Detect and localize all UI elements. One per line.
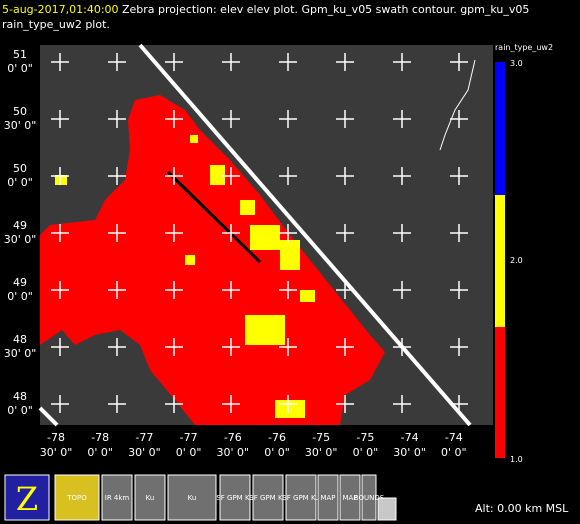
lon-label: 30' 0": [217, 446, 250, 459]
toolbar-button[interactable]: SF GPM Ku: [216, 474, 254, 521]
lon-label: -77: [135, 431, 153, 444]
button-label: Ku: [188, 494, 197, 502]
lat-label: 0' 0": [7, 62, 33, 75]
colorbar-label: 3.0: [510, 59, 523, 68]
rain-area: [40, 95, 385, 425]
button-face: [317, 474, 339, 521]
lat-label: 0' 0": [7, 404, 33, 417]
button-face: [285, 474, 317, 521]
coastline: [439, 59, 476, 151]
toolbar-button[interactable]: MAP: [339, 474, 361, 521]
lon-label: -75: [312, 431, 330, 444]
colorbar-segment: [495, 195, 505, 327]
toolbar-button[interactable]: SF GPM Ku: [249, 474, 287, 521]
lat-label: 0' 0": [7, 290, 33, 303]
colorbar: rain_type_uw2: [495, 43, 553, 458]
lat-label: 48: [13, 333, 27, 346]
button-face: [252, 474, 284, 521]
button-face: [167, 474, 217, 521]
lat-label: 30' 0": [4, 347, 37, 360]
button-label: Z: [16, 480, 38, 518]
track-line: [166, 170, 262, 264]
button-label: IR 4km: [105, 494, 130, 502]
lat-label: 30' 0": [4, 119, 37, 132]
graticule: [51, 53, 468, 413]
toolbar-button[interactable]: SF GPM Ku: [282, 474, 320, 521]
lon-label: -74: [445, 431, 463, 444]
button-label: SF GPM Ku: [216, 494, 253, 502]
swath-edge: [138, 43, 472, 427]
lon-label: 0' 0": [264, 446, 290, 459]
button-label: MAP: [320, 494, 335, 502]
button-face: [54, 474, 100, 521]
lon-label: -74: [401, 431, 419, 444]
button-label: SF GPM Ku: [282, 494, 319, 502]
toolbar-button[interactable]: IR 4km: [101, 474, 133, 521]
lat-label: 49: [13, 276, 27, 289]
lon-label: 0' 0": [87, 446, 113, 459]
status: Alt: 0.00 km MSL: [475, 502, 569, 515]
lon-label: 30' 0": [305, 446, 338, 459]
toolbar-button[interactable]: MAP: [317, 474, 339, 521]
colorbar-title: rain_type_uw2: [495, 43, 553, 52]
button-label: TOPO: [66, 494, 87, 502]
button-face: [361, 474, 377, 521]
button-label: SF GPM Ku: [249, 494, 286, 502]
toolbar-button[interactable]: TOPO: [54, 474, 100, 521]
map: [38, 43, 493, 427]
lat-label: 0' 0": [7, 176, 33, 189]
header-time: 5-aug-2017,01:40:00: [2, 3, 119, 16]
colorbar-label: 2.0: [510, 256, 523, 265]
button-face: [339, 474, 361, 521]
button-label: MAP: [342, 494, 357, 502]
lon-label: -76: [268, 431, 286, 444]
lat-label: 30' 0": [4, 233, 37, 246]
grid-button[interactable]: [377, 497, 397, 521]
button-face: [4, 474, 50, 521]
toolbar-button[interactable]: Ku: [167, 474, 217, 521]
lon-label: -75: [356, 431, 374, 444]
colorbar-segment: [495, 327, 505, 458]
header-text: Zebra projection: elev elev plot. Gpm_ku…: [122, 3, 529, 16]
toolbar-button[interactable]: Z: [4, 474, 50, 521]
rain-convective: [55, 135, 315, 418]
lon-label: -78: [47, 431, 65, 444]
lat-label: 51: [13, 48, 27, 61]
lon-label: 30' 0": [128, 446, 161, 459]
lon-label: -77: [180, 431, 198, 444]
button-face: [377, 497, 397, 521]
button-label: Ku: [146, 494, 155, 502]
lat-label: 50: [13, 105, 27, 118]
button-label: BOUNDS: [354, 494, 385, 502]
lon-label: -76: [224, 431, 242, 444]
button-face: [134, 474, 166, 521]
button-face: [219, 474, 251, 521]
lon-label: 0' 0": [353, 446, 379, 459]
colorbar-label: 1.0: [510, 455, 523, 464]
swath-edge: [38, 406, 59, 427]
button-face: [101, 474, 133, 521]
lon-label: 30' 0": [40, 446, 73, 459]
lon-label: 30' 0": [393, 446, 426, 459]
lon-label: 0' 0": [441, 446, 467, 459]
header-line2: rain_type_uw2 plot.: [2, 18, 110, 31]
colorbar-segment: [495, 62, 505, 195]
toolbar-button[interactable]: Ku: [134, 474, 166, 521]
lat-label: 49: [13, 219, 27, 232]
toolbar-button[interactable]: BOUNDS: [354, 474, 385, 521]
lon-label: 0' 0": [176, 446, 202, 459]
lat-label: 48: [13, 390, 27, 403]
lon-label: -78: [91, 431, 109, 444]
lat-label: 50: [13, 162, 27, 175]
